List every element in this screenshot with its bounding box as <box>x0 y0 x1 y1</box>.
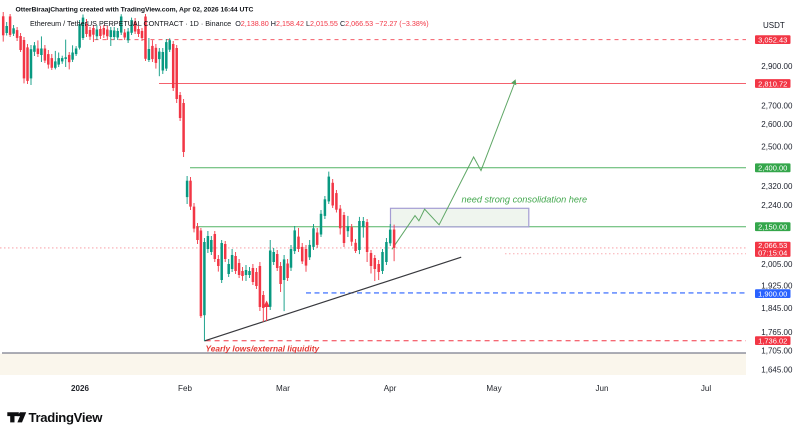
svg-text:1,900.00: 1,900.00 <box>758 290 787 299</box>
svg-text:2,600.00: 2,600.00 <box>761 120 793 129</box>
svg-text:1,845.00: 1,845.00 <box>761 304 793 313</box>
svg-text:2,500.00: 2,500.00 <box>761 142 793 151</box>
svg-text:1,645.00: 1,645.00 <box>761 366 793 375</box>
svg-text:Apr: Apr <box>384 384 397 393</box>
svg-text:3,052.43: 3,052.43 <box>758 36 787 45</box>
svg-text:2,810.72: 2,810.72 <box>758 79 787 88</box>
svg-text:2,066.53: 2,066.53 <box>758 241 787 250</box>
svg-text:OtterBiraajCharting created wi: OtterBiraajCharting created with Trading… <box>16 7 254 14</box>
svg-text:2,320.00: 2,320.00 <box>761 182 793 191</box>
svg-text:2,005.00: 2,005.00 <box>761 260 793 269</box>
svg-text:2026: 2026 <box>71 384 90 393</box>
svg-text:TradingView: TradingView <box>29 410 104 425</box>
svg-text:1,736.02: 1,736.02 <box>758 337 787 346</box>
svg-text:Ethereum / TetherUS PERPETUAL: Ethereum / TetherUS PERPETUAL CONTRACT ·… <box>30 19 429 28</box>
svg-text:need strong consolidation here: need strong consolidation here <box>462 194 588 204</box>
svg-text:1,765.00: 1,765.00 <box>761 328 793 337</box>
svg-text:2,700.00: 2,700.00 <box>761 101 793 110</box>
svg-text:1,705.00: 1,705.00 <box>761 347 793 356</box>
svg-text:Jul: Jul <box>701 384 712 393</box>
svg-text:2,900.00: 2,900.00 <box>761 62 793 71</box>
svg-text:2,150.00: 2,150.00 <box>758 223 787 232</box>
svg-text:Mar: Mar <box>276 384 290 393</box>
svg-text:07:15:04: 07:15:04 <box>758 249 787 258</box>
svg-text:Feb: Feb <box>178 384 192 393</box>
svg-text:1,925.00: 1,925.00 <box>761 282 793 291</box>
svg-text:2,400.00: 2,400.00 <box>758 164 787 173</box>
svg-text:USDT: USDT <box>763 21 785 30</box>
svg-text:May: May <box>486 384 502 393</box>
svg-text:2,240.00: 2,240.00 <box>761 201 793 210</box>
svg-text:Jun: Jun <box>595 384 608 393</box>
svg-text:Yearly lows/external liquidity: Yearly lows/external liquidity <box>206 343 320 353</box>
